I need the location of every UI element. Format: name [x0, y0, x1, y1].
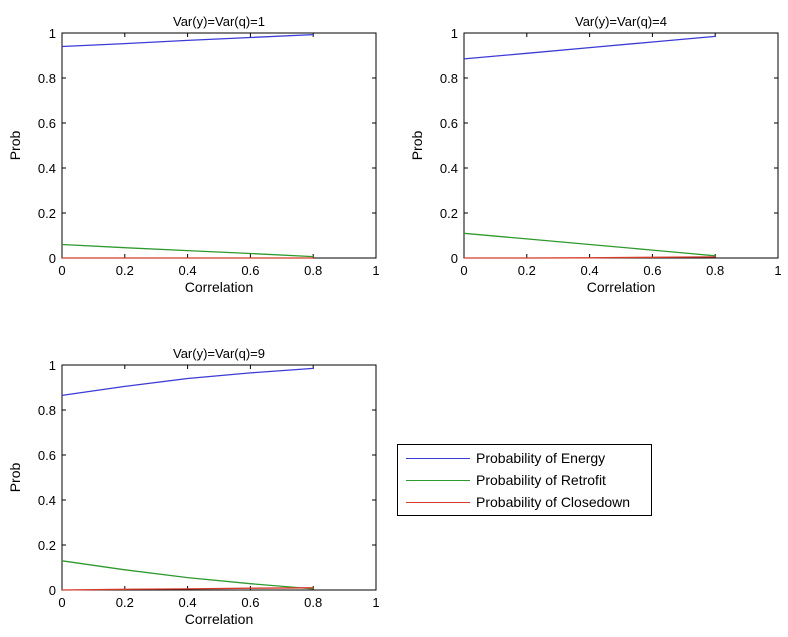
x-tick-label: 0.2 — [116, 263, 134, 278]
legend-line-closedown — [406, 502, 470, 503]
plot-area — [463, 32, 779, 259]
y-tick-label: 0.6 — [440, 116, 458, 131]
legend-line-retrofit — [406, 480, 470, 481]
legend-line-energy — [406, 458, 470, 459]
series-line-probability-of-energy — [61, 367, 314, 397]
x-tick-label: 0.6 — [643, 263, 661, 278]
y-tick-label: 0 — [451, 251, 458, 266]
chart-legend: Probability of Energy Probability of Ret… — [397, 444, 652, 516]
legend-item-retrofit: Probability of Retrofit — [398, 471, 651, 491]
y-tick-label: 0.4 — [38, 493, 56, 508]
series-line-probability-of-closedown — [61, 587, 314, 591]
y-tick-label: 0.8 — [38, 71, 56, 86]
chart-panel-3: 0 0.2 0.4 0.6 0.8 1 0 0.2 0.4 0.6 0.8 1 Var(y)=Var(q… — [7, 346, 380, 627]
y-tick-label: 0.4 — [38, 161, 56, 176]
plot-area — [61, 32, 377, 259]
x-tick-label: 0.6 — [241, 595, 259, 610]
x-axis-label: Correlation — [185, 611, 253, 627]
y-tick-label: 0.6 — [38, 116, 56, 131]
x-tick-label: 0.4 — [581, 263, 599, 278]
y-tick-label: 0.6 — [38, 448, 56, 463]
series-line-probability-of-closedown — [464, 256, 716, 259]
series-line-probability-of-retrofit — [463, 232, 716, 257]
x-tick-label: 0.8 — [304, 595, 322, 610]
y-tick-label: 1 — [451, 26, 458, 41]
x-tick-label: 0.8 — [304, 263, 322, 278]
x-tick-label: 1 — [774, 263, 781, 278]
x-tick-label: 0.2 — [518, 263, 536, 278]
y-tick-label: 0.4 — [440, 161, 458, 176]
chart-title: Var(y)=Var(q)=4 — [575, 14, 667, 29]
legend-label-energy: Probability of Energy — [476, 450, 606, 466]
y-tick-label: 0.8 — [38, 403, 56, 418]
plot-area — [61, 364, 377, 591]
x-tick-label: 0.4 — [179, 263, 197, 278]
y-tick-label: 0.8 — [440, 71, 458, 86]
y-tick-label: 1 — [49, 26, 56, 41]
y-axis-label: Prob — [7, 463, 23, 493]
chart-title: Var(y)=Var(q)=1 — [173, 14, 265, 29]
y-tick-label: 0.2 — [440, 206, 458, 221]
y-tick-label: 0 — [49, 251, 56, 266]
x-tick-label: 1 — [372, 263, 379, 278]
x-axis-label: Correlation — [185, 279, 253, 295]
x-tick-label: 0 — [58, 263, 65, 278]
series-line-probability-of-energy — [463, 35, 716, 60]
x-tick-label: 0.8 — [706, 263, 724, 278]
x-axis-label: Correlation — [587, 279, 655, 295]
y-axis-label: Prob — [409, 131, 425, 161]
y-tick-label: 0.2 — [38, 206, 56, 221]
y-tick-label: 0.2 — [38, 538, 56, 553]
legend-label-retrofit: Probability of Retrofit — [476, 472, 606, 488]
y-axis-label: Prob — [7, 131, 23, 161]
legend-item-energy: Probability of Energy — [398, 449, 651, 469]
x-tick-label: 0.2 — [116, 595, 134, 610]
x-tick-label: 0.6 — [241, 263, 259, 278]
chart-panel-2: 0 0.2 0.4 0.6 0.8 1 0 0.2 0.4 0.6 0.8 1 Var(y)=Var(q… — [409, 14, 782, 295]
y-tick-label: 0 — [49, 583, 56, 598]
x-tick-label: 1 — [372, 595, 379, 610]
series-line-probability-of-energy — [61, 33, 314, 48]
legend-label-closedown: Probability of Closedown — [476, 494, 631, 510]
series-line-probability-of-retrofit — [61, 560, 314, 590]
x-tick-label: 0.4 — [179, 595, 197, 610]
chart-title: Var(y)=Var(q)=9 — [173, 346, 265, 361]
chart-panel-1: 0 0.2 0.4 0.6 0.8 1 0 0.2 0.4 0.6 0.8 1 Var(y)=Var(q… — [7, 14, 380, 295]
series-line-probability-of-retrofit — [61, 243, 314, 258]
x-tick-label: 0 — [58, 595, 65, 610]
y-tick-label: 1 — [49, 358, 56, 373]
x-tick-label: 0 — [460, 263, 467, 278]
legend-item-closedown: Probability of Closedown — [398, 493, 651, 513]
